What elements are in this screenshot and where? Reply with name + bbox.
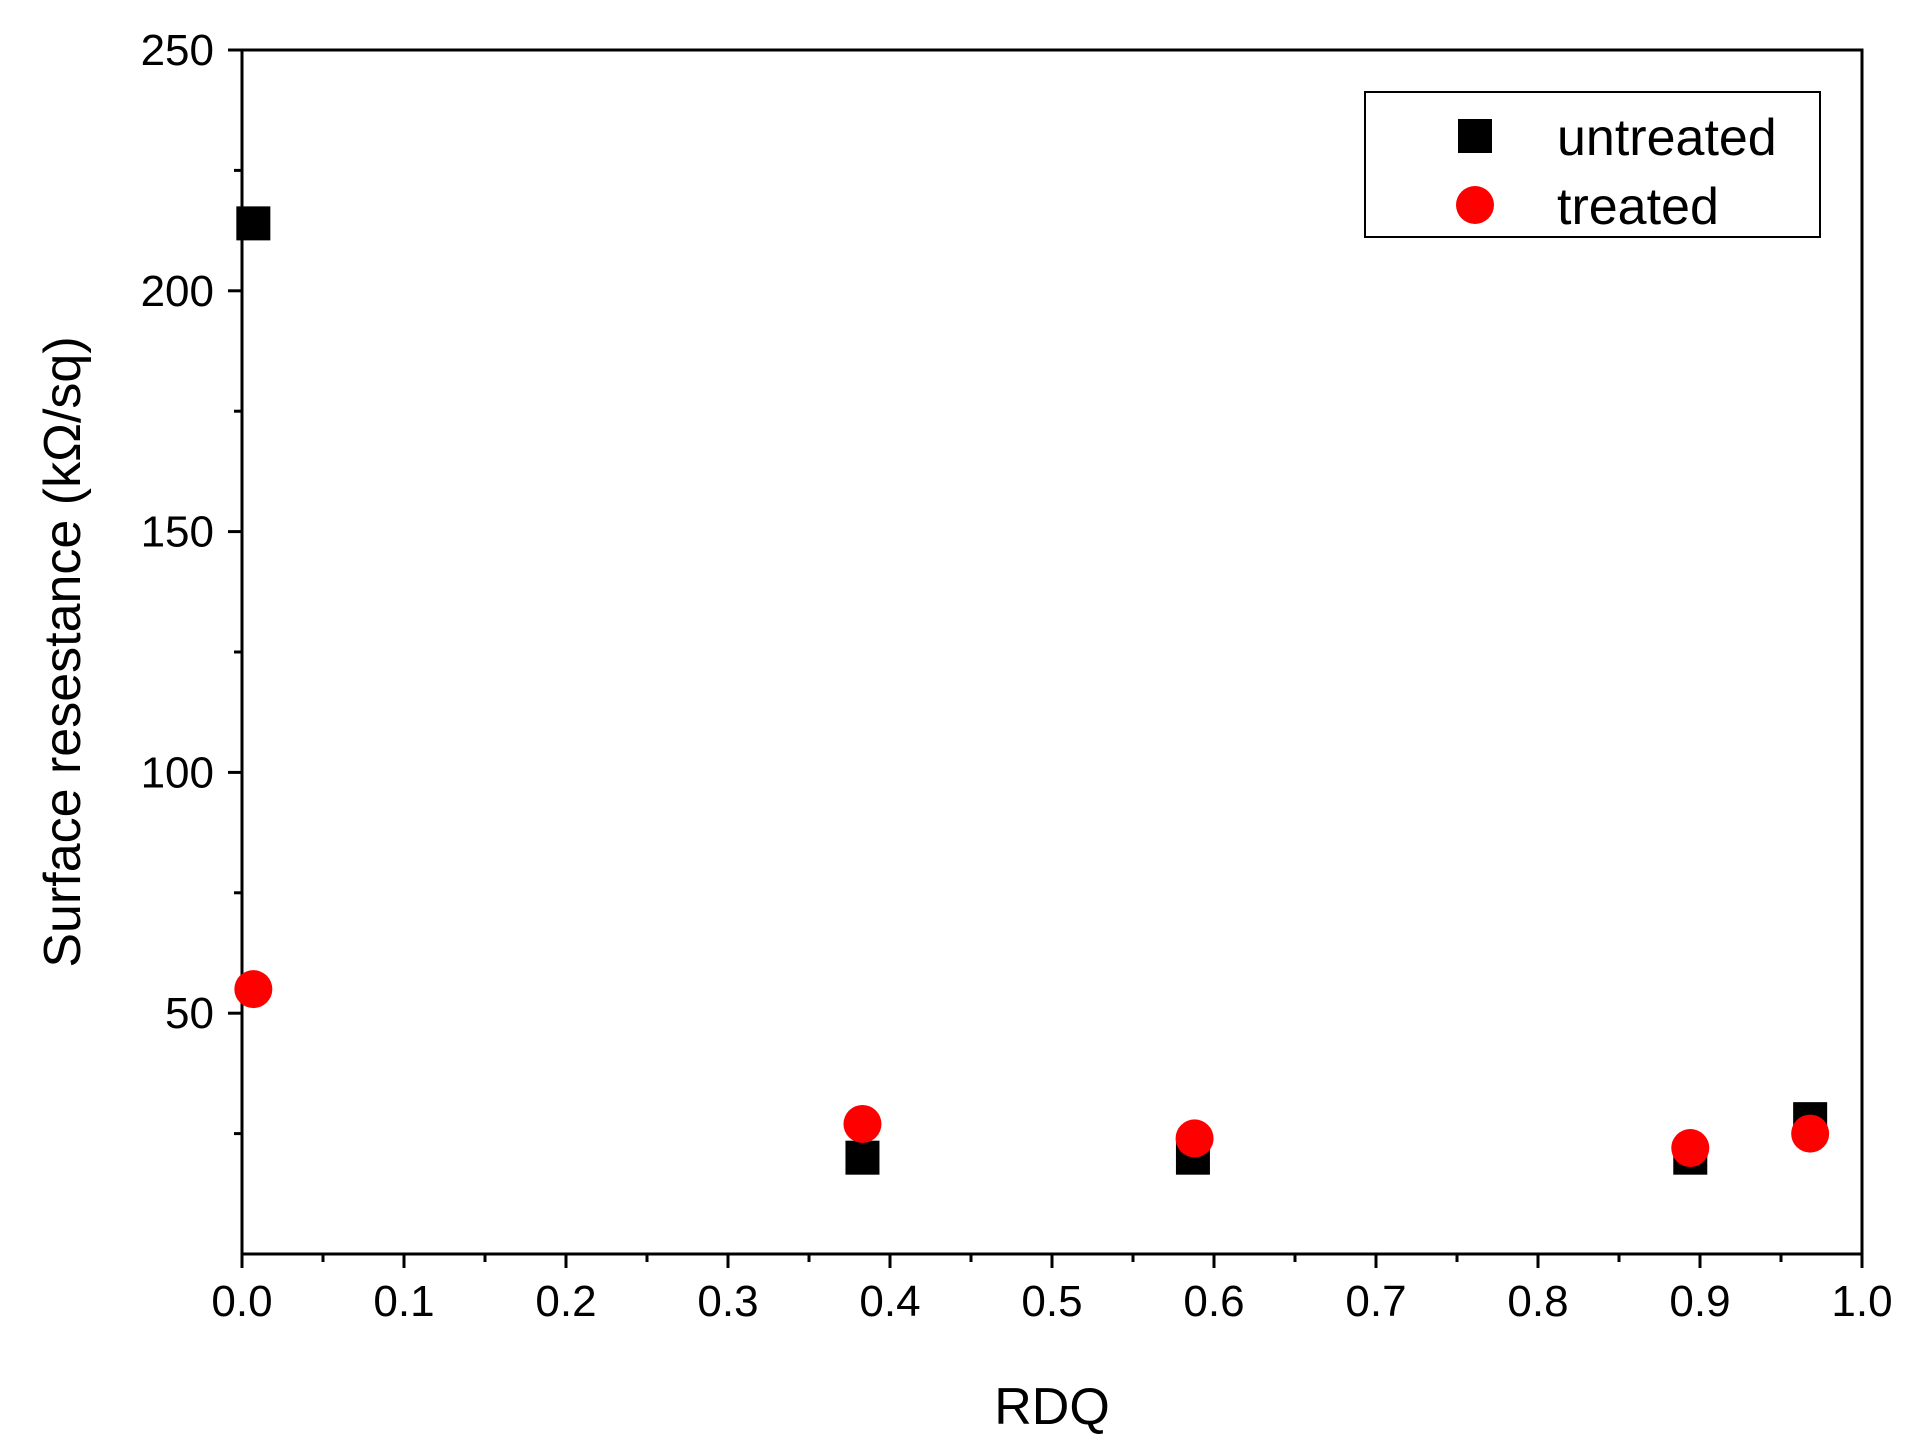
x-tick-label: 0.9: [1669, 1277, 1730, 1326]
point-untreated: [236, 206, 271, 241]
legend-label-untreated: untreated: [1557, 109, 1777, 167]
x-tick-label: 0.1: [373, 1277, 434, 1326]
x-tick-label: 0.4: [859, 1277, 920, 1326]
y-tick-label: 250: [141, 26, 214, 75]
y-tick-label: 100: [141, 748, 214, 797]
x-tick-label: 0.6: [1183, 1277, 1244, 1326]
legend-box: [1364, 91, 1821, 238]
point-treated: [1671, 1129, 1710, 1168]
point-untreated: [845, 1140, 880, 1175]
y-tick-label: 150: [141, 508, 214, 557]
x-tick-label: 0.0: [211, 1277, 272, 1326]
x-tick-label: 0.5: [1021, 1277, 1082, 1326]
data-points: [234, 206, 1830, 1175]
x-axis-title: RDQ: [994, 1378, 1110, 1436]
x-tick-label: 0.8: [1507, 1277, 1568, 1326]
y-tick-label: 50: [165, 989, 214, 1038]
x-tick-label: 1.0: [1831, 1277, 1892, 1326]
legend: untreated treated: [1364, 91, 1821, 238]
y-tick-label: 200: [141, 267, 214, 316]
legend-marker-treated: [1456, 186, 1494, 224]
point-treated: [843, 1104, 882, 1143]
x-tick-label: 0.3: [697, 1277, 758, 1326]
x-tick-label: 0.7: [1345, 1277, 1406, 1326]
point-treated: [1175, 1119, 1214, 1158]
legend-marker-untreated: [1458, 119, 1492, 153]
point-treated: [234, 970, 273, 1009]
x-axis-ticks: 0.0 0.1 0.2 0.3 0.4 0.5 0.6 0.7 0.8 0.9 1.0: [211, 1254, 1893, 1326]
point-treated: [1791, 1114, 1830, 1153]
y-axis-ticks: 50 100 150 200 250: [141, 26, 242, 1136]
y-axis-title: Surface resestance (kΩ/sq): [34, 336, 92, 967]
legend-label-treated: treated: [1557, 178, 1719, 236]
x-tick-label: 0.2: [535, 1277, 596, 1326]
